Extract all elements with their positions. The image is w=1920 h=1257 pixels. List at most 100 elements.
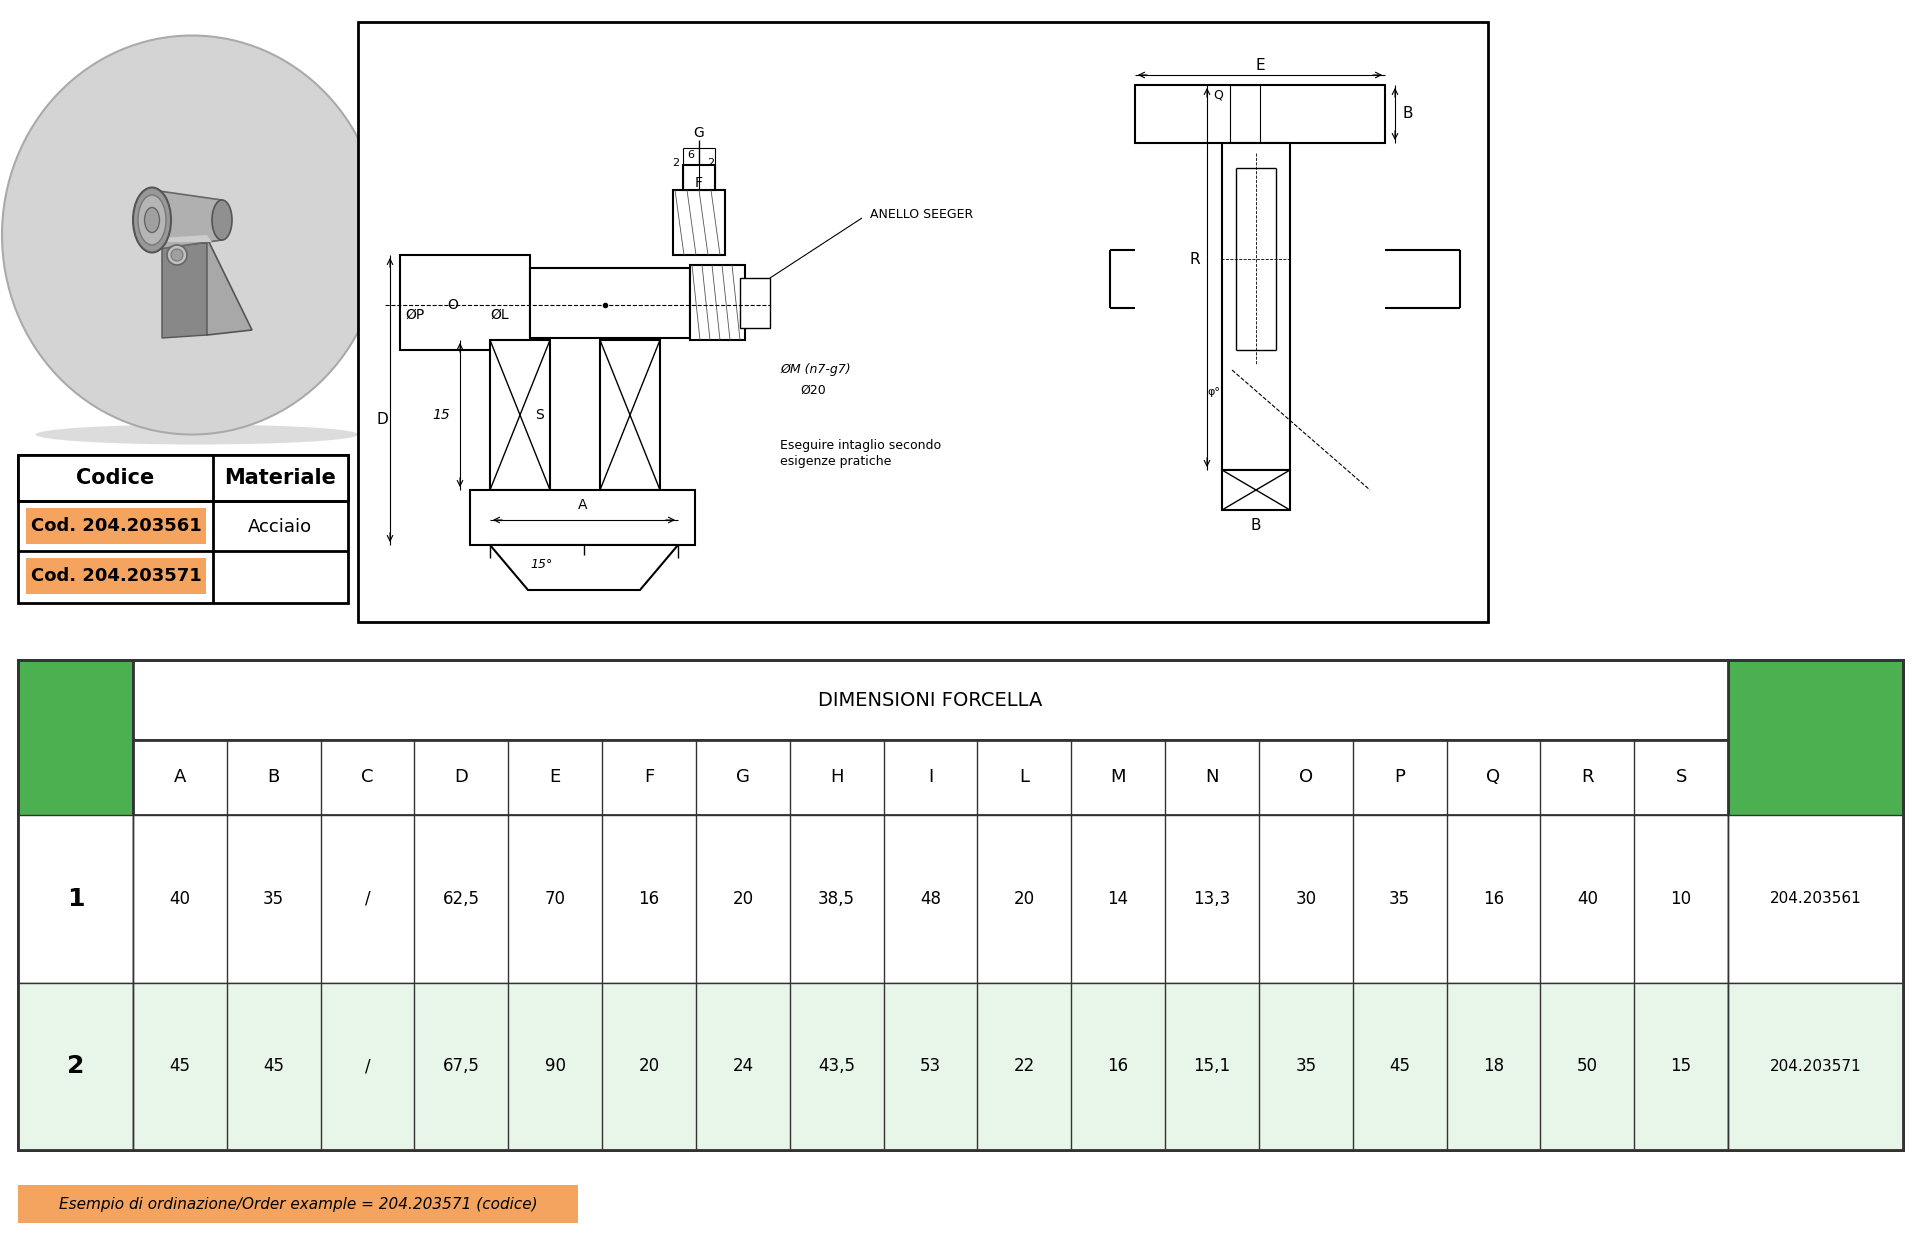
Text: F: F bbox=[695, 176, 703, 190]
Text: A: A bbox=[173, 768, 186, 787]
Text: L: L bbox=[1020, 768, 1029, 787]
Text: 20: 20 bbox=[1014, 890, 1035, 908]
Text: 40: 40 bbox=[169, 890, 190, 908]
Text: 1: 1 bbox=[67, 886, 84, 911]
Bar bbox=[17, 455, 348, 603]
Bar bbox=[17, 455, 348, 502]
Bar bbox=[17, 1185, 578, 1223]
Bar bbox=[357, 23, 1488, 622]
Circle shape bbox=[171, 249, 182, 261]
Text: 204.203561: 204.203561 bbox=[1770, 891, 1860, 906]
Bar bbox=[132, 983, 1728, 1150]
Text: 20: 20 bbox=[732, 890, 753, 908]
Text: 30: 30 bbox=[1296, 890, 1317, 908]
Bar bbox=[530, 268, 689, 338]
Text: 20: 20 bbox=[639, 1057, 660, 1075]
Bar bbox=[132, 815, 1728, 983]
Text: 70: 70 bbox=[545, 890, 566, 908]
Text: E: E bbox=[1256, 58, 1265, 73]
Text: C: C bbox=[361, 768, 374, 787]
Text: S: S bbox=[536, 409, 545, 422]
Text: O: O bbox=[1298, 768, 1313, 787]
Text: 45: 45 bbox=[263, 1057, 284, 1075]
Text: E: E bbox=[549, 768, 561, 787]
Ellipse shape bbox=[144, 207, 159, 233]
Bar bbox=[27, 558, 205, 595]
Text: Codice: Codice bbox=[77, 468, 154, 488]
Bar bbox=[470, 490, 695, 546]
Text: ØM (n7-g7): ØM (n7-g7) bbox=[780, 363, 851, 377]
Text: 204.203571: 204.203571 bbox=[1770, 1058, 1860, 1073]
Bar bbox=[599, 339, 660, 490]
Bar bbox=[17, 660, 132, 1150]
Bar bbox=[27, 508, 205, 544]
Text: Q: Q bbox=[1486, 768, 1501, 787]
Text: P: P bbox=[1394, 768, 1405, 787]
Text: 15: 15 bbox=[1670, 1057, 1692, 1075]
Bar bbox=[17, 983, 132, 1150]
Text: O: O bbox=[447, 298, 459, 312]
Text: 15°: 15° bbox=[530, 558, 553, 572]
Text: 53: 53 bbox=[920, 1057, 941, 1075]
Bar bbox=[1135, 85, 1384, 143]
Text: 16: 16 bbox=[1482, 890, 1503, 908]
Text: D: D bbox=[376, 412, 388, 427]
Text: Q: Q bbox=[1213, 88, 1223, 102]
Text: Materiale: Materiale bbox=[225, 468, 336, 488]
Text: CODICE: CODICE bbox=[1774, 880, 1857, 900]
Text: D: D bbox=[455, 768, 468, 787]
Text: (FIAT): (FIAT) bbox=[1784, 910, 1849, 929]
Text: 62,5: 62,5 bbox=[444, 890, 480, 908]
Bar bbox=[739, 278, 770, 328]
Text: R: R bbox=[1580, 768, 1594, 787]
Bar bbox=[1728, 983, 1903, 1150]
Bar bbox=[132, 740, 1728, 815]
Text: B: B bbox=[1404, 107, 1413, 122]
Text: 16: 16 bbox=[1108, 1057, 1129, 1075]
Ellipse shape bbox=[2, 35, 382, 435]
Text: DIMENSIONI FORCELLA: DIMENSIONI FORCELLA bbox=[818, 690, 1043, 709]
Text: 15,1: 15,1 bbox=[1194, 1057, 1231, 1075]
Bar bbox=[1221, 470, 1290, 510]
Text: 38,5: 38,5 bbox=[818, 890, 854, 908]
Text: 14: 14 bbox=[1108, 890, 1129, 908]
Text: 2: 2 bbox=[672, 158, 680, 168]
Bar bbox=[132, 660, 1728, 740]
Text: 40: 40 bbox=[1576, 890, 1597, 908]
Text: 35: 35 bbox=[263, 890, 284, 908]
Bar bbox=[17, 815, 132, 983]
Text: 10: 10 bbox=[1670, 890, 1692, 908]
Text: G: G bbox=[693, 126, 705, 140]
Text: B: B bbox=[267, 768, 280, 787]
Text: 35: 35 bbox=[1296, 1057, 1317, 1075]
Bar bbox=[17, 660, 1903, 1150]
Polygon shape bbox=[490, 546, 678, 590]
Text: ANELLO SEEGER: ANELLO SEEGER bbox=[870, 209, 973, 221]
Ellipse shape bbox=[132, 187, 171, 253]
Text: Esempio di ordinazione/Order example = 204.203571 (codice): Esempio di ordinazione/Order example = 2… bbox=[60, 1197, 538, 1212]
Text: 13,3: 13,3 bbox=[1194, 890, 1231, 908]
Text: N: N bbox=[1206, 768, 1219, 787]
Text: φ°: φ° bbox=[1208, 387, 1221, 397]
Text: 16: 16 bbox=[639, 890, 660, 908]
Text: 15: 15 bbox=[432, 409, 449, 422]
Bar bbox=[689, 265, 745, 339]
Text: F: F bbox=[643, 768, 655, 787]
Text: Acciaio: Acciaio bbox=[248, 518, 313, 535]
Polygon shape bbox=[152, 190, 223, 250]
Bar bbox=[1221, 143, 1290, 470]
Bar bbox=[1728, 815, 1903, 983]
Polygon shape bbox=[161, 243, 207, 338]
Text: B: B bbox=[1250, 518, 1261, 533]
Text: 2: 2 bbox=[707, 158, 714, 168]
Text: 35: 35 bbox=[1388, 890, 1409, 908]
Text: 22: 22 bbox=[1014, 1057, 1035, 1075]
Text: Ø20: Ø20 bbox=[801, 383, 826, 396]
Text: /: / bbox=[365, 890, 371, 908]
Polygon shape bbox=[161, 238, 252, 336]
Bar bbox=[17, 660, 1903, 1150]
Text: TIPO: TIPO bbox=[44, 892, 108, 918]
Text: esigenze pratiche: esigenze pratiche bbox=[780, 455, 891, 469]
Bar bbox=[674, 190, 726, 255]
Circle shape bbox=[167, 245, 186, 265]
